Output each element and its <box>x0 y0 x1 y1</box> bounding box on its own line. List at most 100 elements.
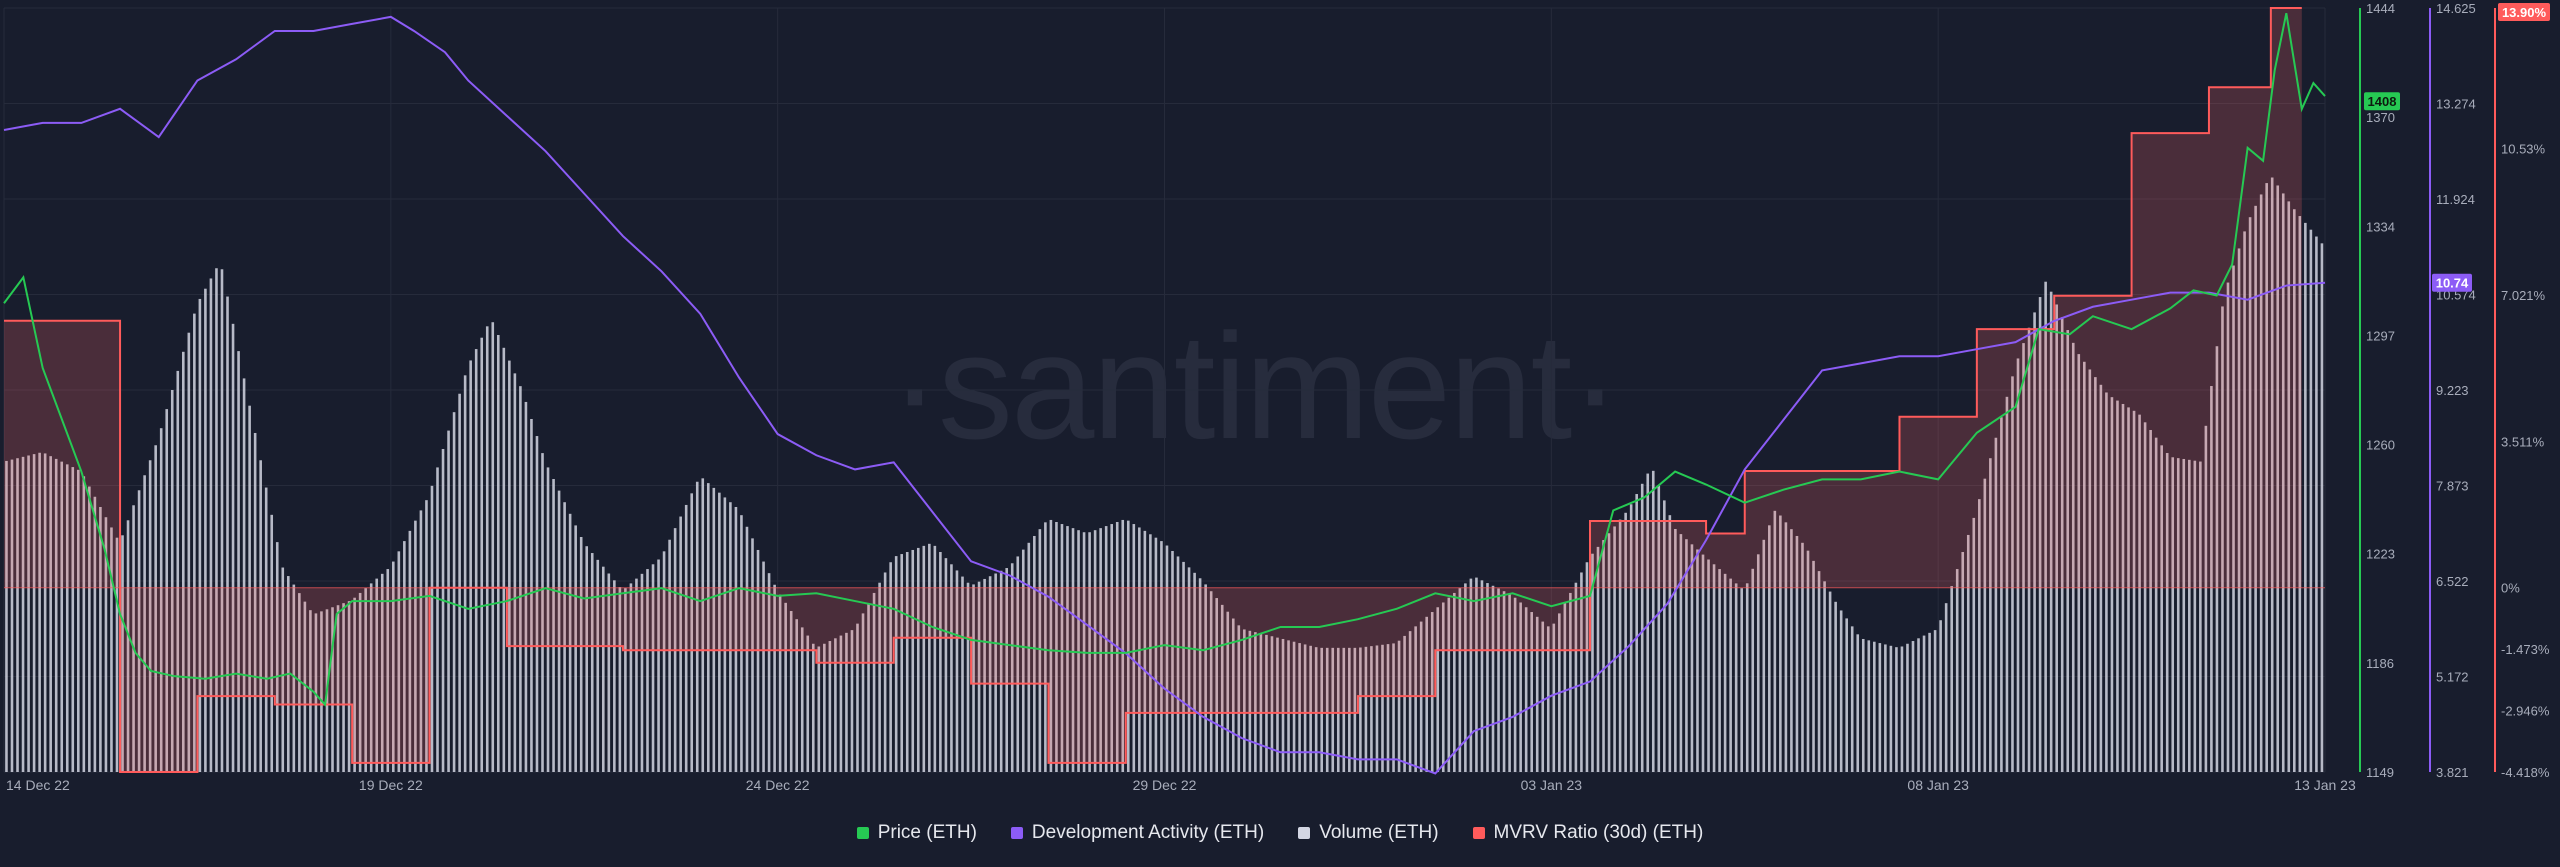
volume-bar <box>756 549 760 772</box>
volume-bar <box>1049 519 1053 772</box>
volume-bar <box>1806 550 1810 772</box>
volume-bar <box>1033 535 1036 772</box>
volume-bar <box>701 478 705 772</box>
volume-bar <box>1657 485 1661 772</box>
volume-bar <box>1430 612 1434 772</box>
volume-bar <box>209 278 213 772</box>
volume-bar <box>93 496 97 772</box>
volume-bar <box>1392 643 1395 772</box>
volume-bar <box>1828 591 1832 772</box>
volume-bar <box>2259 194 2263 772</box>
volume-bar <box>966 582 970 772</box>
volume-bar <box>1436 607 1440 772</box>
volume-bar <box>2027 327 2031 772</box>
volume-bar <box>1552 623 1556 772</box>
volume-bar <box>364 588 367 772</box>
volume-bar <box>436 467 439 772</box>
volume-bar <box>2083 361 2086 772</box>
dev-activity-line <box>3 15 2326 775</box>
volume-bar <box>1734 583 1738 772</box>
volume-bar <box>1751 568 1755 772</box>
volume-bar <box>1364 646 1368 772</box>
x-tick-label: 14 Dec 22 <box>6 777 70 793</box>
legend-swatch-dev-activity <box>1010 827 1023 839</box>
volume-bar <box>635 578 638 772</box>
volume-bar <box>2127 407 2130 772</box>
volume-bar <box>193 313 196 772</box>
volume-bar <box>2232 265 2235 772</box>
volume-bar <box>585 546 589 772</box>
volume-bar <box>1353 647 1357 772</box>
volume-bar <box>2033 312 2036 772</box>
volume-bar <box>298 593 301 772</box>
dev-tick-label: 13.274 <box>2436 97 2476 112</box>
volume-bar <box>1331 647 1335 772</box>
volume-bar <box>248 405 251 772</box>
volume-bar <box>1176 556 1180 772</box>
volume-bar <box>2188 459 2191 772</box>
volume-bar <box>1873 641 1876 772</box>
legend-item-volume[interactable]: Volume (ETH) <box>1298 822 1439 844</box>
volume-bar <box>2132 410 2136 772</box>
volume-bar <box>1779 515 1782 772</box>
volume-bar <box>2176 458 2180 772</box>
volume-bar <box>1110 524 1114 772</box>
volume-bar <box>2005 396 2009 772</box>
volume-bar <box>789 611 793 772</box>
volume-bar <box>1944 603 1948 772</box>
volume-bar <box>2281 193 2285 772</box>
legend-item-price[interactable]: Price (ETH) <box>856 822 977 844</box>
volume-bar <box>1386 644 1390 772</box>
volume-bar <box>513 373 517 772</box>
legend-item-dev-activity[interactable]: Development Activity (ETH) <box>1010 822 1264 844</box>
volume-bar <box>2265 183 2268 773</box>
volume-bar <box>264 487 268 772</box>
volume-bar <box>1397 640 1401 772</box>
volume-bar <box>320 611 323 772</box>
volume-bar <box>939 552 942 772</box>
volume-bar <box>718 492 721 772</box>
volume-bar <box>2077 354 2081 772</box>
volume-bar <box>734 506 738 772</box>
volume-bar <box>1453 592 1456 772</box>
volume-bar <box>1480 580 1484 772</box>
volume-bar <box>999 570 1003 772</box>
volume-bar <box>391 561 395 772</box>
volume-bar <box>2000 417 2003 772</box>
volume-bar <box>1320 647 1323 772</box>
volume-bar <box>1132 524 1136 772</box>
volume-bar <box>215 268 218 772</box>
volume-bar <box>740 515 743 772</box>
volume-bar <box>1016 556 1020 772</box>
volume-bar <box>1674 528 1677 772</box>
volume-bar <box>204 288 207 772</box>
volume-bar <box>872 592 876 772</box>
legend-item-mvrv[interactable]: MVRV Ratio (30d) (ETH) <box>1472 822 1703 844</box>
dev-tick-label: 5.172 <box>2436 670 2469 685</box>
volume-bar <box>1502 591 1506 772</box>
volume-bar <box>2099 384 2103 772</box>
volume-bar <box>1895 647 1898 772</box>
volume-bar <box>1618 519 1622 772</box>
volume-bar <box>1817 571 1821 772</box>
volume-bar <box>358 592 362 772</box>
volume-bar <box>861 613 865 772</box>
volume-bar <box>2105 392 2108 772</box>
volume-bar <box>988 576 992 772</box>
volume-bar <box>1696 549 1699 772</box>
volume-bar <box>546 467 550 772</box>
volume-bar <box>1215 598 1218 772</box>
volume-bar <box>1077 530 1080 772</box>
volume-bar <box>2143 422 2147 772</box>
volume-bar <box>71 467 75 772</box>
volume-bar <box>60 461 64 772</box>
volume-bar <box>2182 458 2186 772</box>
volume-bar <box>1889 645 1893 772</box>
volume-bar <box>668 539 671 772</box>
volume-bar <box>1723 573 1727 772</box>
volume-bar <box>922 545 926 772</box>
price-tick-label: 1260 <box>2366 438 2395 453</box>
volume-bar <box>916 547 920 772</box>
volume-bar <box>2171 457 2175 772</box>
